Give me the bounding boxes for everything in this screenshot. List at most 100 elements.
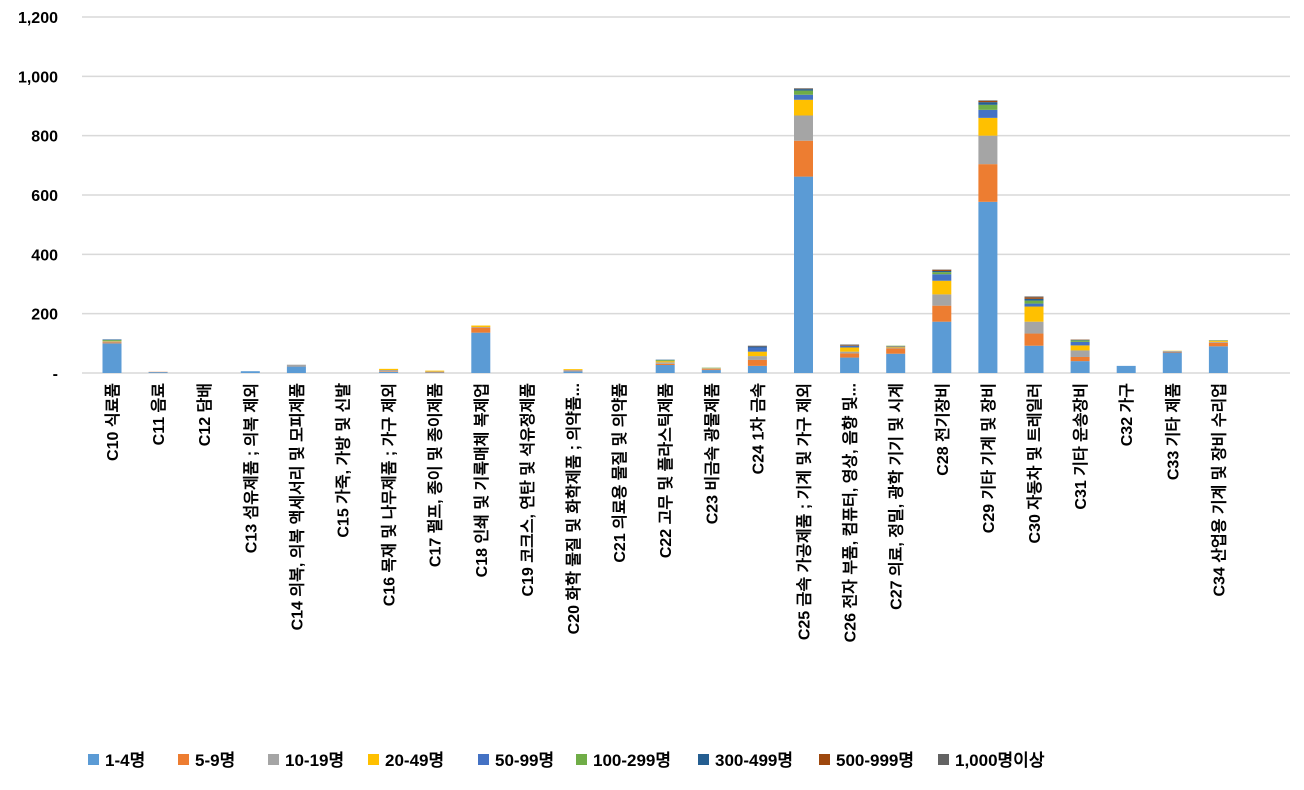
bar-segment bbox=[840, 352, 859, 354]
bar-segment bbox=[794, 100, 813, 116]
x-tick-label: C26 전자 부품, 컴퓨터, 영상, 음향 및... bbox=[841, 383, 860, 642]
bar-segment bbox=[1025, 296, 1044, 297]
y-tick-label: 600 bbox=[31, 188, 58, 205]
bar-segment bbox=[287, 365, 306, 366]
bar-segment bbox=[471, 333, 490, 373]
bar-segment bbox=[794, 115, 813, 140]
bar-segment bbox=[379, 369, 398, 370]
bar-segment bbox=[1163, 351, 1182, 352]
bar-segment bbox=[886, 347, 905, 348]
bar-segment bbox=[748, 356, 767, 360]
x-tick-label: C34 산업용 기계 및 장비 수리업 bbox=[1209, 383, 1228, 597]
x-tick-label: C15 가죽, 가방 및 신발 bbox=[334, 383, 353, 538]
bar-segment bbox=[748, 347, 767, 351]
x-tick-label: C20 화학 물질 및 화학제품 ; 의약품... bbox=[564, 383, 583, 634]
legend-label: 100-299명 bbox=[593, 751, 671, 770]
bar-segment bbox=[794, 177, 813, 373]
bar-segment bbox=[886, 347, 905, 348]
bar-segment bbox=[702, 369, 721, 370]
legend-item: 300-499명 bbox=[698, 751, 793, 770]
legend-swatch bbox=[368, 754, 379, 765]
legend-item: 500-999명 bbox=[819, 751, 914, 770]
legend-label: 20-49명 bbox=[385, 751, 444, 770]
bar-segment bbox=[932, 322, 951, 373]
bar-segment bbox=[840, 347, 859, 351]
bar-segment bbox=[241, 371, 260, 373]
bar-segment bbox=[886, 346, 905, 347]
bar-segment bbox=[978, 202, 997, 373]
bar-segment bbox=[1025, 301, 1044, 304]
legend-label: 300-499명 bbox=[715, 751, 793, 770]
legend-label: 1-4명 bbox=[105, 751, 145, 770]
bar-segment bbox=[932, 270, 951, 271]
x-tick-label: C25 금속 가공제품 ; 기계 및 가구 제외 bbox=[795, 383, 814, 640]
bar-segment bbox=[425, 372, 444, 373]
bar-segment bbox=[840, 353, 859, 357]
y-tick-label: 400 bbox=[31, 247, 58, 264]
bar-segment bbox=[425, 371, 444, 372]
bar-segment bbox=[1071, 361, 1090, 373]
bar-segment bbox=[978, 102, 997, 105]
y-tick-label: 1,200 bbox=[18, 10, 58, 27]
x-tick-label: C10 식료품 bbox=[104, 383, 122, 461]
legend-label: 1,000명이상 bbox=[955, 751, 1045, 770]
bar-segment bbox=[978, 110, 997, 118]
bar-segment bbox=[794, 141, 813, 177]
x-tick-label: C21 의료용 물질 및 의약품 bbox=[610, 383, 629, 563]
bar-segment bbox=[564, 369, 583, 370]
x-tick-label: C16 목재 및 나무제품 ; 가구 제외 bbox=[380, 383, 399, 606]
bar-segment bbox=[794, 88, 813, 89]
x-tick-label: C29 기타 기계 및 장비 bbox=[979, 383, 998, 533]
bar-segment bbox=[1209, 341, 1228, 342]
legend-item: 50-99명 bbox=[478, 751, 554, 770]
bar-segment bbox=[1163, 353, 1182, 373]
bar-segment bbox=[379, 372, 398, 373]
bars bbox=[103, 88, 1228, 373]
bar-segment bbox=[564, 371, 583, 373]
bar-segment bbox=[103, 343, 122, 373]
x-tick-label: C14 의복, 의복 액세서리 및 모피제품 bbox=[287, 383, 306, 631]
gridlines bbox=[82, 17, 1290, 373]
bar-segment bbox=[1025, 334, 1044, 346]
legend-item: 1,000명이상 bbox=[938, 751, 1045, 770]
bar-segment bbox=[932, 274, 951, 281]
bar-segment bbox=[932, 281, 951, 295]
bar-segment bbox=[794, 91, 813, 95]
legend-label: 5-9명 bbox=[195, 751, 235, 770]
x-tick-label: C23 비금속 광물제품 bbox=[702, 383, 721, 525]
bar-segment bbox=[702, 370, 721, 373]
legend-swatch bbox=[178, 754, 189, 765]
bar-segment bbox=[471, 328, 490, 333]
x-tick-label: C30 자동차 및 트레일러 bbox=[1025, 383, 1044, 543]
legend-item: 5-9명 bbox=[178, 751, 235, 770]
bar-segment bbox=[103, 341, 122, 342]
legend-item: 20-49명 bbox=[368, 751, 444, 770]
bar-segment bbox=[932, 306, 951, 322]
bar-segment bbox=[1117, 366, 1136, 373]
legend-label: 10-19명 bbox=[285, 751, 344, 770]
legend-swatch bbox=[478, 754, 489, 765]
legend-swatch bbox=[819, 754, 830, 765]
bar-segment bbox=[978, 101, 997, 102]
legend-swatch bbox=[938, 754, 949, 765]
bar-segment bbox=[794, 95, 813, 100]
x-tick-label: C22 고무 및 플라스틱제품 bbox=[656, 383, 675, 558]
bar-segment bbox=[1163, 352, 1182, 353]
legend-item: 1-4명 bbox=[88, 751, 145, 770]
legend: 1-4명 5-9명 10-19명 20-49명 50-99명 100-299명 300-49… bbox=[88, 751, 1045, 770]
bar-segment bbox=[1025, 297, 1044, 298]
bar-segment bbox=[748, 346, 767, 347]
x-tick-label: C27 의료, 정밀, 광학 기기 및 시계 bbox=[887, 383, 906, 610]
legend-label: 50-99명 bbox=[495, 751, 554, 770]
bar-segment bbox=[471, 327, 490, 328]
bar-segment bbox=[1209, 346, 1228, 373]
bar-segment bbox=[794, 89, 813, 90]
bar-segment bbox=[656, 365, 675, 373]
legend-swatch bbox=[268, 754, 279, 765]
bar-segment bbox=[1071, 357, 1090, 361]
bar-segment bbox=[564, 370, 583, 371]
bar-segment bbox=[978, 118, 997, 136]
bar-segment bbox=[932, 272, 951, 274]
y-tick-label: 800 bbox=[31, 129, 58, 146]
